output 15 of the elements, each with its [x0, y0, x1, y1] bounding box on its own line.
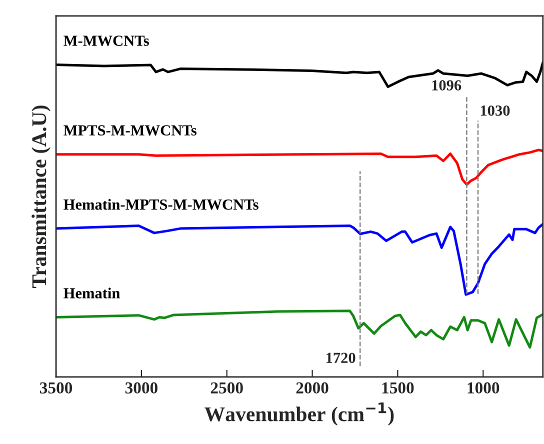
x-tick-label: 2500 — [210, 382, 243, 394]
x-tick-label: 3500 — [40, 382, 72, 394]
series-label: Hematin-MPTS-M-MWCNTs — [64, 198, 258, 210]
ref-line-label: 1030 — [480, 105, 510, 116]
series-label: Hematin — [64, 288, 120, 298]
ref-line-label: 1720 — [326, 352, 356, 364]
x-tick-label: 1000 — [468, 382, 500, 394]
series-label: MPTS-M-MWCNTs — [64, 125, 196, 136]
x-axis-title: Wavenumber (cm$^{−1}$) — [204, 402, 394, 426]
y-axis-title: Transmittance (A.U) — [32, 106, 50, 288]
x-tick-label: 3000 — [125, 382, 158, 394]
x-tick-label: 1500 — [382, 382, 414, 394]
ref-line-label: 1096 — [432, 80, 462, 90]
x-tick-label: 2000 — [296, 382, 328, 394]
series-label: M-MWCNTs — [64, 36, 149, 46]
